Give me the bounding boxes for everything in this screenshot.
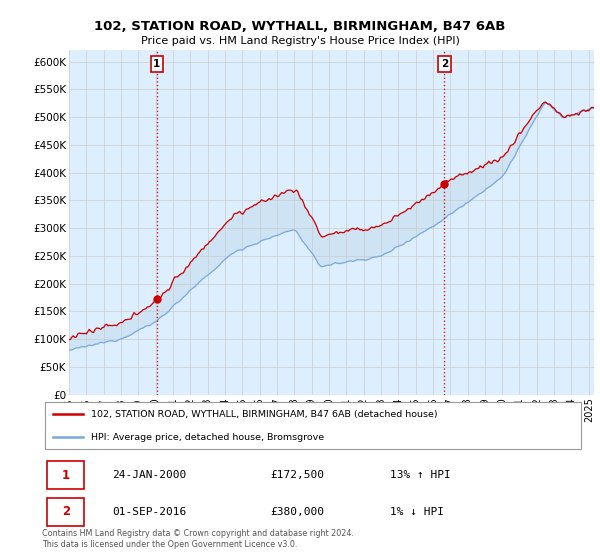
Text: £172,500: £172,500 [270,470,324,480]
Text: 01-SEP-2016: 01-SEP-2016 [113,507,187,517]
FancyBboxPatch shape [47,498,85,525]
Text: 13% ↑ HPI: 13% ↑ HPI [389,470,450,480]
Text: Contains HM Land Registry data © Crown copyright and database right 2024.
This d: Contains HM Land Registry data © Crown c… [42,529,354,549]
Text: 1% ↓ HPI: 1% ↓ HPI [389,507,443,517]
Text: 102, STATION ROAD, WYTHALL, BIRMINGHAM, B47 6AB (detached house): 102, STATION ROAD, WYTHALL, BIRMINGHAM, … [91,409,437,418]
Text: HPI: Average price, detached house, Bromsgrove: HPI: Average price, detached house, Brom… [91,433,324,442]
Text: 1: 1 [62,469,70,482]
Text: £380,000: £380,000 [270,507,324,517]
Text: 2: 2 [441,59,448,69]
Text: Price paid vs. HM Land Registry's House Price Index (HPI): Price paid vs. HM Land Registry's House … [140,36,460,46]
Text: 2: 2 [62,505,70,518]
Text: 102, STATION ROAD, WYTHALL, BIRMINGHAM, B47 6AB: 102, STATION ROAD, WYTHALL, BIRMINGHAM, … [94,20,506,32]
FancyBboxPatch shape [47,461,85,489]
Text: 24-JAN-2000: 24-JAN-2000 [113,470,187,480]
FancyBboxPatch shape [45,402,581,449]
Text: 1: 1 [153,59,160,69]
